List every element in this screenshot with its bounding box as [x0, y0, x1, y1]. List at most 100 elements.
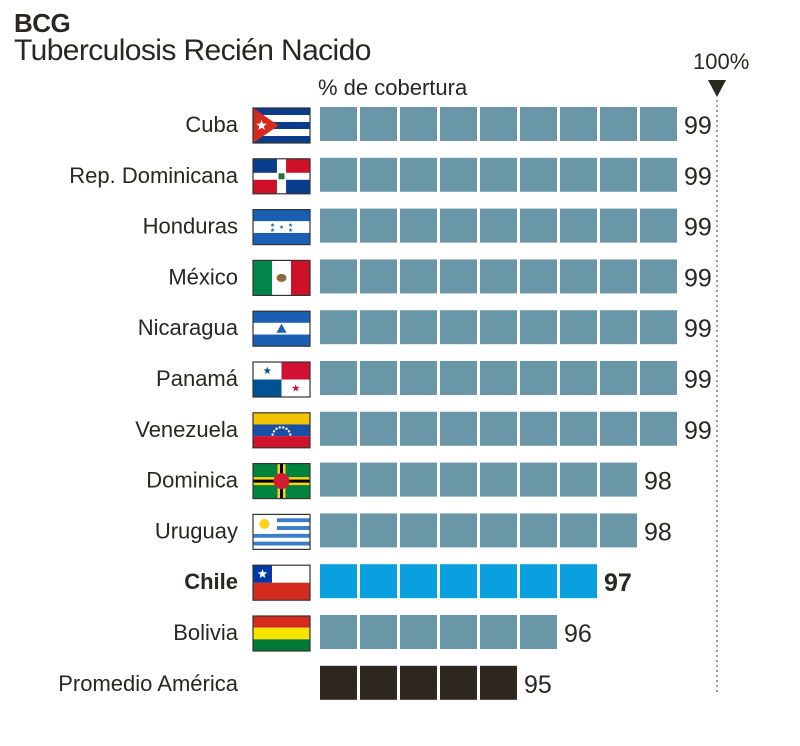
bar-segment [320, 259, 357, 294]
bar-segment [480, 665, 517, 700]
bar-segment [520, 208, 557, 243]
uruguay-flag-icon [252, 513, 311, 551]
value-label: 97 [604, 569, 632, 597]
category-label: Panamá [156, 366, 239, 391]
category-label: México [168, 264, 238, 289]
bar-segment [400, 665, 437, 700]
category-label: Rep. Dominicana [69, 163, 239, 188]
bar-row-nicaragua: Nicaragua 99 [138, 310, 712, 347]
bar-segment [520, 513, 557, 548]
bar-segment [560, 411, 597, 446]
value-label: 99 [684, 214, 712, 242]
bar-segment [560, 310, 597, 345]
chart-title: BCG [14, 8, 71, 38]
venezuela-flag-icon [252, 412, 311, 449]
bar-segment [600, 157, 637, 192]
bar-segment [360, 259, 397, 294]
bar-row-chile: Chile 97 [184, 564, 632, 601]
bar-segment [360, 615, 397, 649]
bar-segment [480, 361, 517, 395]
bar-segment [600, 259, 637, 294]
bar-segment [440, 361, 477, 395]
bar-segment [520, 259, 557, 294]
bar-row-cuba: Cuba 99 [185, 107, 712, 144]
bar-segment [400, 564, 437, 599]
bar-segment [320, 615, 357, 649]
bar-segment [400, 513, 437, 548]
value-label: 99 [684, 366, 712, 394]
bar-segment [360, 361, 397, 395]
axis-label: % de cobertura [318, 75, 468, 100]
bar-segment [320, 513, 357, 548]
bar-segment [560, 462, 597, 497]
bar-segment [440, 310, 477, 345]
bar-segment [600, 361, 637, 395]
bar-segment [440, 665, 477, 700]
value-label: 99 [684, 315, 712, 343]
cuba-flag-icon [252, 107, 311, 144]
bar-segment [640, 361, 677, 395]
reference-label: 100% [693, 49, 750, 74]
bar-segment [480, 411, 517, 446]
bar-segment [560, 157, 597, 192]
bar-segment [480, 564, 517, 599]
bolivia-flag-icon [252, 615, 311, 652]
bar-segment [440, 513, 477, 548]
bar-segment [480, 615, 517, 649]
bar-segment [560, 107, 597, 141]
dominica-flag-icon [252, 463, 311, 500]
bar-segment [480, 310, 517, 345]
bar-segment [360, 564, 397, 599]
bar-segment [440, 564, 477, 599]
bar-segment [560, 361, 597, 395]
category-label: Bolivia [173, 620, 239, 645]
bar-segment [320, 462, 357, 497]
bar-segment [360, 310, 397, 345]
bar-segment [400, 462, 437, 497]
bar-segment [400, 411, 437, 446]
bar-segment [600, 310, 637, 345]
panama-flag-icon [252, 361, 311, 398]
value-label: 95 [524, 671, 552, 699]
bar-segment [400, 208, 437, 243]
bar-segment [640, 157, 677, 192]
bar-segment [600, 411, 637, 446]
bar-row-bolivia: Bolivia 96 [173, 615, 592, 652]
bar-segment [360, 208, 397, 243]
bar-segment [440, 208, 477, 243]
value-label: 96 [564, 620, 592, 648]
bar-segment [480, 259, 517, 294]
bar-segment [560, 564, 597, 599]
bar-segment [320, 564, 357, 599]
bar-row-uruguay: Uruguay 98 [155, 513, 672, 551]
reference-marker-icon [708, 80, 726, 97]
bar-segment [520, 411, 557, 446]
bar-row-rep-dominicana: Rep. Dominicana 99 [69, 157, 712, 195]
bar-segment [520, 615, 557, 649]
value-label: 99 [684, 417, 712, 445]
bar-segment [400, 361, 437, 395]
bar-segment [400, 157, 437, 192]
dominican-republic-flag-icon [252, 158, 311, 195]
value-label: 99 [684, 163, 712, 191]
value-label: 98 [644, 468, 672, 496]
bar-segment [480, 208, 517, 243]
category-label: Dominica [146, 468, 238, 493]
bar-segment [440, 615, 477, 649]
bar-segment [360, 411, 397, 446]
bar-segment [400, 107, 437, 141]
bar-segment [440, 157, 477, 192]
chart-subtitle: Tuberculosis Recién Nacido [14, 34, 371, 67]
bar-segment [440, 259, 477, 294]
bar-segment [640, 411, 677, 446]
bar-segment [640, 259, 677, 294]
bar-segment [640, 208, 677, 243]
bar-row-honduras: Honduras 99 [143, 208, 712, 246]
bar-segment [520, 310, 557, 345]
bar-segment [520, 157, 557, 192]
bar-segment [520, 107, 557, 141]
category-label: Chile [184, 569, 238, 594]
category-label: Nicaragua [138, 315, 239, 340]
bar-row-dominica: Dominica 98 [146, 462, 672, 500]
